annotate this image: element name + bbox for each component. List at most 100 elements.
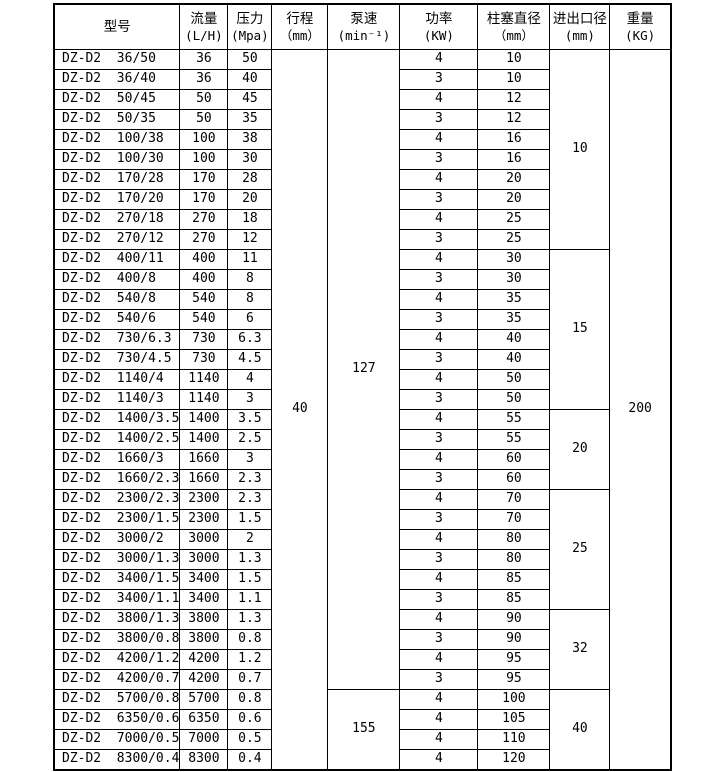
cell-model: DZ-D2 6350/0.6 — [53, 709, 181, 730]
cell-model: DZ-D2 50/35 — [53, 109, 181, 130]
cell-plunger: 95 — [477, 669, 551, 690]
cell-pressure: 50 — [227, 49, 273, 70]
table-row: DZ-D2 3400/1.1 3400 1.1 3 85 — [53, 589, 671, 610]
cell-plunger: 105 — [477, 709, 551, 730]
column-header-line2: (L/H) — [185, 27, 223, 43]
cell-power: 4 — [399, 569, 479, 590]
cell-model: DZ-D2 5700/0.8 — [53, 689, 181, 710]
cell-power: 3 — [399, 149, 479, 170]
cell-power: 3 — [399, 629, 479, 650]
cell-pressure: 45 — [227, 89, 273, 110]
column-header-line2: (KG) — [625, 27, 656, 43]
cell-power: 4 — [399, 609, 479, 630]
cell-flow: 730 — [179, 349, 229, 370]
cell-flow: 270 — [179, 209, 229, 230]
cell-model: DZ-D2 3400/1.1 — [53, 589, 181, 610]
cell-model: DZ-D2 1400/3.5 — [53, 409, 181, 430]
column-header-flow: 流量 (L/H) — [179, 3, 229, 50]
cell-flow: 1400 — [179, 409, 229, 430]
cell-model: DZ-D2 1140/4 — [53, 369, 181, 390]
cell-pressure: 2.3 — [227, 469, 273, 490]
cell-pressure: 2.3 — [227, 489, 273, 510]
cell-plunger: 30 — [477, 269, 551, 290]
cell-speed-group: 127 — [327, 49, 401, 690]
column-header-line1: 压力 — [236, 10, 264, 27]
cell-plunger: 25 — [477, 209, 551, 230]
cell-model: DZ-D2 730/6.3 — [53, 329, 181, 350]
cell-power: 4 — [399, 749, 479, 771]
cell-flow: 1400 — [179, 429, 229, 450]
cell-model: DZ-D2 730/4.5 — [53, 349, 181, 370]
cell-model: DZ-D2 270/18 — [53, 209, 181, 230]
cell-pressure: 0.5 — [227, 729, 273, 750]
cell-model: DZ-D2 100/30 — [53, 149, 181, 170]
cell-pressure: 4 — [227, 369, 273, 390]
cell-pressure: 35 — [227, 109, 273, 130]
table-row: DZ-D2 8300/0.4 8300 0.4 4 120 — [53, 749, 671, 771]
cell-model: DZ-D2 540/6 — [53, 309, 181, 330]
cell-port-group: 32 — [549, 609, 611, 690]
cell-pressure: 20 — [227, 189, 273, 210]
cell-power: 4 — [399, 209, 479, 230]
cell-model: DZ-D2 4200/0.7 — [53, 669, 181, 690]
table-row: DZ-D2 3400/1.5 3400 1.5 4 85 — [53, 569, 671, 590]
cell-flow: 170 — [179, 169, 229, 190]
cell-plunger: 10 — [477, 49, 551, 70]
cell-flow: 100 — [179, 129, 229, 150]
cell-model: DZ-D2 2300/2.3 — [53, 489, 181, 510]
cell-speed-group: 155 — [327, 689, 401, 771]
cell-pressure: 30 — [227, 149, 273, 170]
cell-plunger: 40 — [477, 329, 551, 350]
cell-pressure: 28 — [227, 169, 273, 190]
cell-plunger: 120 — [477, 749, 551, 771]
cell-flow: 540 — [179, 309, 229, 330]
table-row: DZ-D2 540/8 540 8 4 35 — [53, 289, 671, 310]
table-row: DZ-D2 3800/0.8 3800 0.8 3 90 — [53, 629, 671, 650]
cell-plunger: 12 — [477, 109, 551, 130]
table-row: DZ-D2 270/12 270 12 3 25 — [53, 229, 671, 250]
cell-plunger: 70 — [477, 489, 551, 510]
cell-flow: 8300 — [179, 749, 229, 771]
column-header-line2: (Mpa) — [231, 27, 269, 43]
cell-plunger: 12 — [477, 89, 551, 110]
cell-flow: 36 — [179, 49, 229, 70]
cell-pressure: 38 — [227, 129, 273, 150]
cell-model: DZ-D2 36/40 — [53, 69, 181, 90]
cell-pressure: 0.8 — [227, 629, 273, 650]
column-header-pressure: 压力 (Mpa) — [227, 3, 273, 50]
cell-plunger: 90 — [477, 629, 551, 650]
cell-plunger: 80 — [477, 529, 551, 550]
cell-model: DZ-D2 1660/2.3 — [53, 469, 181, 490]
cell-power: 3 — [399, 229, 479, 250]
cell-power: 4 — [399, 129, 479, 150]
cell-stroke-group: 40 — [271, 49, 329, 771]
table-row: DZ-D2 5700/0.8 5700 0.8 155 4 100 40 — [53, 689, 671, 771]
cell-pressure: 18 — [227, 209, 273, 230]
cell-power: 4 — [399, 49, 479, 70]
cell-plunger: 60 — [477, 469, 551, 490]
column-header-model: 型号 — [53, 3, 181, 50]
cell-pressure: 1.3 — [227, 609, 273, 630]
cell-plunger: 60 — [477, 449, 551, 470]
cell-plunger: 50 — [477, 389, 551, 410]
cell-flow: 3400 — [179, 569, 229, 590]
cell-power: 3 — [399, 269, 479, 290]
cell-flow: 400 — [179, 269, 229, 290]
cell-power: 4 — [399, 289, 479, 310]
cell-pressure: 11 — [227, 249, 273, 270]
cell-plunger: 70 — [477, 509, 551, 530]
cell-pressure: 3 — [227, 389, 273, 410]
table-row: DZ-D2 540/6 540 6 3 35 — [53, 309, 671, 330]
cell-flow: 3000 — [179, 529, 229, 550]
cell-flow: 50 — [179, 89, 229, 110]
cell-model: DZ-D2 4200/1.2 — [53, 649, 181, 670]
cell-pressure: 40 — [227, 69, 273, 90]
cell-power: 3 — [399, 589, 479, 610]
cell-model: DZ-D2 3000/2 — [53, 529, 181, 550]
cell-power: 4 — [399, 169, 479, 190]
cell-flow: 270 — [179, 229, 229, 250]
cell-plunger: 85 — [477, 569, 551, 590]
cell-plunger: 55 — [477, 429, 551, 450]
column-header-line2: （mm） — [493, 27, 534, 43]
cell-model: DZ-D2 100/38 — [53, 129, 181, 150]
